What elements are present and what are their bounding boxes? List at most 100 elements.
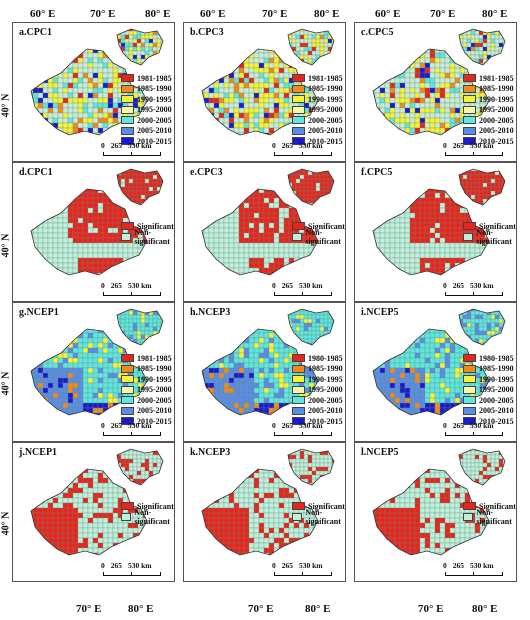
region-outline xyxy=(458,28,506,66)
legend: 1980-1985 1985-1990 1990-1995 1995-2000 2000… xyxy=(292,353,343,427)
bottom-lon-label: 70° E xyxy=(248,603,274,615)
panel-label: j.NCEP1 xyxy=(19,447,58,458)
scale-label: 0 xyxy=(272,561,276,570)
legend-label: 2000-2005 xyxy=(308,115,343,125)
legend-label: 1990-1995 xyxy=(479,94,514,104)
legend-item: 1980-1985 xyxy=(463,353,514,364)
scale-label: 0 xyxy=(101,561,105,570)
legend-item: 2000-2005 xyxy=(463,115,514,126)
legend-label: Significant xyxy=(308,221,345,231)
legend-label: 1995-2000 xyxy=(137,385,172,395)
scale-mid-tick xyxy=(302,572,303,575)
top-lon-label: 60° E xyxy=(30,8,56,20)
legend-swatch xyxy=(292,375,305,384)
legend-label: 2010-2015 xyxy=(479,416,514,426)
region-outline xyxy=(116,308,164,346)
legend-swatch xyxy=(292,116,305,125)
scale-line xyxy=(274,432,332,436)
bottom-lon-label: 70° E xyxy=(76,603,102,615)
scale-label: 530 km xyxy=(470,141,494,150)
legend-label: 1990-1995 xyxy=(137,94,172,104)
scale-label: 265 xyxy=(281,421,293,430)
legend-swatch xyxy=(121,502,134,511)
scale-label: 0 xyxy=(101,141,105,150)
legend-label: 1995-2000 xyxy=(308,385,343,395)
legend-label: Non-significant xyxy=(305,227,341,246)
scale-mid-tick xyxy=(473,292,474,295)
legend-label: 1985-1990 xyxy=(479,364,514,374)
legend-label: 1990-1995 xyxy=(137,374,172,384)
legend-label: 2000-2005 xyxy=(479,115,514,125)
legend-swatch xyxy=(292,385,305,394)
legend-swatch xyxy=(463,396,476,405)
legend-label: Significant xyxy=(308,501,345,511)
legend-label: 2005-2010 xyxy=(308,406,343,416)
scale-label: 530 km xyxy=(470,281,494,290)
legend-swatch xyxy=(292,512,303,521)
map-panel: l.NCEP5 Significant Non-significant 0 265 530… xyxy=(354,442,517,582)
lat-left-label: 40° N xyxy=(0,371,12,396)
legend-swatch xyxy=(463,116,476,125)
legend-label: 1995-2000 xyxy=(137,105,172,115)
legend-item: Significant xyxy=(463,221,516,232)
legend-label: 1990-1995 xyxy=(479,374,514,384)
scale-mid-tick xyxy=(131,152,132,155)
legend-swatch xyxy=(463,222,476,231)
scale-bar: 0 265 530 km xyxy=(443,561,503,576)
legend-item: 2000-2005 xyxy=(292,395,343,406)
region-outline xyxy=(372,328,490,416)
legend-label: Significant xyxy=(479,221,516,231)
region-outline xyxy=(458,168,506,206)
panel-label: c.CPC5 xyxy=(361,27,394,38)
top-lon-label: 80° E xyxy=(145,8,171,20)
legend-item: 1995-2000 xyxy=(463,105,514,116)
legend-item: 1985-1990 xyxy=(292,84,343,95)
legend-swatch xyxy=(463,502,476,511)
legend-label: 1980-1985 xyxy=(308,353,343,363)
legend-label: 1990-1995 xyxy=(308,374,343,384)
legend-item: 2010-2015 xyxy=(121,416,172,427)
bottom-lon-label: 70° E xyxy=(418,603,444,615)
legend-swatch xyxy=(121,354,134,363)
lat-left-label: 40° N xyxy=(0,511,12,536)
legend-item: 2010-2015 xyxy=(292,136,343,147)
scale-line xyxy=(274,292,332,296)
legend-swatch xyxy=(292,95,305,104)
scale-bar: 0 265 530 km xyxy=(272,281,332,296)
legend-swatch xyxy=(463,232,474,241)
map-panel: a.CPC1 1981-1985 1985-1990 1990-1995 1995-20… xyxy=(12,22,175,162)
scale-bar: 0 265 530 km xyxy=(443,421,503,436)
legend-label: Non-significant xyxy=(476,507,512,526)
legend-swatch xyxy=(121,396,134,405)
region-outline xyxy=(287,308,335,346)
legend-item: 2010-2015 xyxy=(292,416,343,427)
legend-swatch xyxy=(463,385,476,394)
scale-label: 265 xyxy=(110,281,122,290)
legend-item: 1990-1995 xyxy=(121,94,172,105)
scale-line xyxy=(445,572,503,576)
scale-label: 0 xyxy=(101,421,105,430)
region-outline xyxy=(458,308,506,346)
legend-item: 1990-1995 xyxy=(463,94,514,105)
top-lon-label: 80° E xyxy=(482,8,508,20)
legend-swatch xyxy=(121,126,134,135)
legend-label: 1995-2000 xyxy=(308,105,343,115)
region-outline xyxy=(201,188,319,276)
legend-item: 1985-1990 xyxy=(121,84,172,95)
legend-label: Non-significant xyxy=(476,227,512,246)
scale-label: 265 xyxy=(110,141,122,150)
legend-item: 1995-2000 xyxy=(121,385,172,396)
scale-label: 530 km xyxy=(299,561,323,570)
bottom-lon-label: 80° E xyxy=(472,603,498,615)
legend-swatch xyxy=(121,375,134,384)
scale-mid-tick xyxy=(131,572,132,575)
legend-swatch xyxy=(292,354,305,363)
legend: Significant Non-significant xyxy=(121,221,174,246)
scale-label: 265 xyxy=(281,561,293,570)
top-lon-label: 80° E xyxy=(314,8,340,20)
legend-label: 2005-2010 xyxy=(479,126,514,136)
legend-swatch xyxy=(121,95,134,104)
legend-label: 1981-1985 xyxy=(479,73,514,83)
scale-line xyxy=(445,432,503,436)
legend-swatch xyxy=(463,354,476,363)
